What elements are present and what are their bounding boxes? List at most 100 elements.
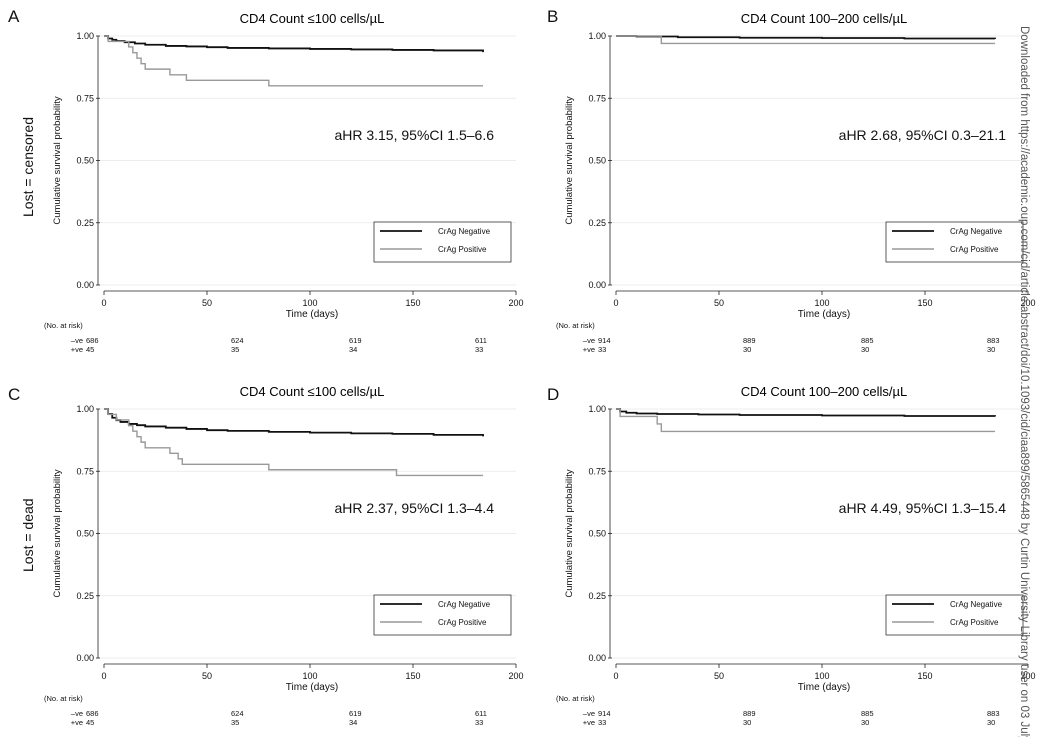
x-axis-title: Time (days) [798, 682, 850, 693]
y-tick-label: 0.00 [76, 653, 94, 663]
risk-count: 33 [475, 718, 483, 727]
risk-count: 914 [598, 709, 611, 718]
panel-letter: B [547, 7, 558, 26]
x-tick-label: 200 [508, 298, 523, 308]
x-tick-label: 150 [405, 671, 420, 681]
series-crag-positive [104, 35, 484, 87]
risk-count: 611 [475, 336, 487, 345]
y-tick-label: 1.00 [588, 31, 606, 41]
y-tick-label: 0.50 [588, 156, 606, 166]
y-axis-title: Cumulative survival probability [564, 96, 575, 225]
x-tick-label: 200 [508, 671, 523, 681]
risk-row-label: +ve [71, 718, 83, 727]
x-tick-label: 100 [814, 298, 829, 308]
x-tick-label: 150 [405, 298, 420, 308]
panel-letter: A [8, 7, 20, 26]
risk-count: 30 [987, 345, 995, 354]
risk-count: 34 [349, 345, 357, 354]
x-axis-title: Time (days) [798, 309, 850, 320]
panel-a: A CD4 Count ≤100 cells/µL 0.00 0.25 0.50 0.75… [8, 7, 524, 354]
hazard-ratio-annotation: aHR 2.68, 95%CI 0.3–21.1 [839, 127, 1007, 143]
hazard-ratio-annotation: aHR 2.37, 95%CI 1.3–4.4 [334, 500, 494, 516]
legend: CrAg Negative CrAg Positive [373, 221, 512, 263]
risk-row-label: +ve [583, 718, 595, 727]
risk-count: 30 [987, 718, 995, 727]
x-tick-label: 50 [202, 298, 212, 308]
risk-header: (No. at risk) [556, 694, 595, 703]
legend-box [885, 594, 1024, 636]
y-tick-label: 0.25 [588, 591, 606, 601]
y-tick-label: 1.00 [588, 404, 606, 414]
x-tick-label: 50 [714, 671, 724, 681]
risk-count: 885 [861, 709, 874, 718]
risk-count: 624 [231, 709, 244, 718]
x-tick-label: 150 [917, 671, 932, 681]
risk-table: (No. at risk) –ve 914 889 885 883 +ve 33 30 30 30 [556, 694, 1000, 727]
y-tick-label: 1.00 [76, 31, 94, 41]
series-crag-positive [104, 408, 484, 477]
chart-title: CD4 Count ≤100 cells/µL [240, 11, 385, 26]
legend-label: CrAg Positive [438, 618, 487, 627]
series-crag-positive [616, 408, 996, 433]
legend: CrAg Negative CrAg Positive [885, 221, 1024, 263]
risk-count: 619 [349, 709, 362, 718]
risk-count: 619 [349, 336, 362, 345]
series-crag-negative [104, 408, 484, 437]
risk-count: 889 [743, 709, 756, 718]
x-tick-label: 100 [302, 298, 317, 308]
risk-count: 611 [475, 709, 487, 718]
risk-count: 914 [598, 336, 611, 345]
risk-count: 30 [743, 718, 751, 727]
risk-row-label: –ve [583, 709, 595, 718]
risk-count: 686 [86, 709, 99, 718]
risk-count: 35 [231, 345, 239, 354]
series-crag-positive [616, 35, 996, 45]
x-tick-label: 50 [714, 298, 724, 308]
y-tick-label: 0.75 [76, 93, 94, 103]
legend-label: CrAg Positive [950, 245, 999, 254]
y-tick-label: 0.00 [76, 280, 94, 290]
hazard-ratio-annotation: aHR 3.15, 95%CI 1.5–6.6 [334, 127, 494, 143]
series-crag-negative [616, 35, 996, 40]
x-tick-label: 0 [613, 298, 618, 308]
y-tick-label: 0.75 [76, 466, 94, 476]
y-tick-label: 0.25 [76, 218, 94, 228]
legend-label: CrAg Positive [438, 245, 487, 254]
risk-count: 33 [598, 345, 606, 354]
chart-title: CD4 Count ≤100 cells/µL [240, 384, 385, 399]
y-tick-label: 0.25 [588, 218, 606, 228]
risk-count: 34 [349, 718, 357, 727]
x-tick-label: 100 [302, 671, 317, 681]
x-axis-title: Time (days) [286, 309, 338, 320]
y-tick-label: 0.50 [588, 529, 606, 539]
x-tick-label: 200 [1020, 298, 1035, 308]
risk-header: (No. at risk) [556, 321, 595, 330]
x-tick-label: 150 [917, 298, 932, 308]
risk-count: 30 [861, 345, 869, 354]
risk-count: 45 [86, 718, 94, 727]
risk-header: (No. at risk) [44, 321, 83, 330]
risk-header: (No. at risk) [44, 694, 83, 703]
risk-count: 883 [987, 336, 1000, 345]
risk-count: 883 [987, 709, 1000, 718]
legend-label: CrAg Negative [438, 227, 491, 236]
risk-table: (No. at risk) –ve 686 624 619 611 +ve 45 35 34 33 [44, 321, 487, 354]
legend-label: CrAg Negative [950, 227, 1003, 236]
chart-title: CD4 Count 100–200 cells/µL [741, 11, 907, 26]
y-axis-title: Cumulative survival probability [52, 96, 63, 225]
risk-count: 624 [231, 336, 244, 345]
y-tick-label: 0.75 [588, 93, 606, 103]
legend-label: CrAg Negative [950, 600, 1003, 609]
risk-count: 30 [861, 718, 869, 727]
panel-b: B CD4 Count 100–200 cells/µL 0.00 0.25 0.50 0… [547, 7, 1036, 354]
risk-count: 33 [598, 718, 606, 727]
y-tick-label: 0.50 [76, 156, 94, 166]
y-axis-title: Cumulative survival probability [564, 469, 575, 598]
y-tick-label: 0.00 [588, 653, 606, 663]
y-tick-label: 0.00 [588, 280, 606, 290]
risk-count: 686 [86, 336, 99, 345]
x-tick-label: 50 [202, 671, 212, 681]
panel-letter: D [547, 385, 559, 404]
